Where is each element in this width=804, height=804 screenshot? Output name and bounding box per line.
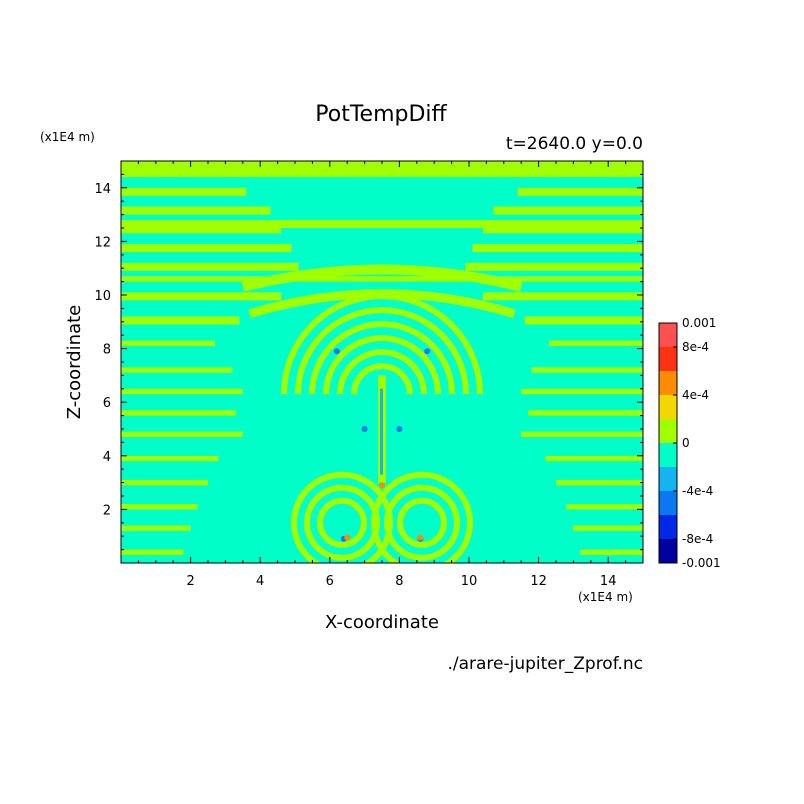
field-band <box>121 479 208 486</box>
y-axis-label: Z-coordinate <box>64 305 85 420</box>
colorbar: 0.001 8e-4 4e-4 0 -4e-4 -8e-4 -0.001 <box>658 316 721 570</box>
field-band <box>472 244 643 253</box>
x-tick-label: 4 <box>256 574 264 589</box>
colorbar-segment <box>659 443 677 467</box>
x-tick-label: 2 <box>186 574 194 589</box>
field-band <box>121 525 191 531</box>
field-spot <box>333 348 340 355</box>
field-band <box>121 549 184 555</box>
field-band <box>531 367 643 373</box>
field-arc <box>323 335 441 395</box>
y-tick-label: 4 <box>103 450 111 465</box>
y-tick-label: 2 <box>103 503 111 518</box>
field-band <box>121 206 271 215</box>
field-spot <box>344 534 351 541</box>
field-band <box>121 244 292 253</box>
field-arc <box>241 264 523 292</box>
field-band <box>121 367 233 373</box>
field-band <box>521 388 643 395</box>
chart-title: PotTempDiff <box>315 102 447 127</box>
colorbar-tick-label: -4e-4 <box>682 484 713 498</box>
field-band <box>121 455 219 462</box>
field-band <box>566 504 643 510</box>
field-band <box>121 316 240 325</box>
x-tick-label: 14 <box>600 574 617 589</box>
field-spot <box>396 426 403 432</box>
field-arc <box>309 321 455 395</box>
field-band <box>573 525 643 531</box>
colorbar-tick-label: 8e-4 <box>682 340 709 354</box>
field-band <box>121 410 236 416</box>
colorbar-segment <box>659 467 677 491</box>
field-band <box>556 479 643 486</box>
field-arc <box>295 307 469 395</box>
field-band <box>121 161 643 178</box>
field-band <box>524 316 643 325</box>
x-tick-label: 12 <box>530 574 547 589</box>
field-band <box>517 187 643 196</box>
field-ring <box>317 497 367 548</box>
x-axis-label: X-coordinate <box>325 612 439 633</box>
field-ring <box>384 484 460 561</box>
field-band <box>580 549 643 555</box>
y-tick-label: 6 <box>103 396 111 411</box>
colorbar-segment <box>659 395 677 419</box>
y-unit-label: (x1E4 m) <box>40 130 95 144</box>
field-band <box>465 262 643 271</box>
field-arc <box>281 293 483 395</box>
colorbar-segment <box>659 491 677 515</box>
field-spot <box>379 482 385 489</box>
field-ring <box>371 471 473 563</box>
colorbar-tick-label: -0.001 <box>682 556 721 570</box>
field-band <box>121 431 243 438</box>
colorbar-tick-label: 0.001 <box>682 316 716 330</box>
field-spot <box>417 534 424 541</box>
field-spot <box>424 348 431 355</box>
x-tick-label: 10 <box>461 574 478 589</box>
field-band <box>121 225 282 234</box>
field-band <box>121 219 643 228</box>
x-tick-label: 8 <box>395 574 403 589</box>
colorbar-segment <box>659 371 677 395</box>
field-band <box>521 431 643 438</box>
field-band <box>121 187 247 196</box>
field-band <box>121 262 299 271</box>
y-tick-label: 10 <box>94 289 111 304</box>
colorbar-segment <box>659 539 677 563</box>
field-band <box>528 410 643 416</box>
colorbar-tick-label: 0 <box>682 436 690 450</box>
field-band <box>121 276 643 282</box>
source-file-label: ./arare-jupiter_Zprof.nc <box>447 654 643 674</box>
field-band <box>121 340 215 346</box>
field-arc <box>337 349 427 395</box>
field-band <box>482 292 643 301</box>
field-band <box>545 455 643 462</box>
time-info-label: t=2640.0 y=0.0 <box>506 134 643 154</box>
field-spot <box>361 426 368 432</box>
colorbar-segment <box>659 347 677 371</box>
y-tick-label: 12 <box>94 235 111 250</box>
x-unit-label: (x1E4 m) <box>578 590 633 604</box>
field-band <box>493 206 643 215</box>
field-band <box>121 504 198 510</box>
x-tick-label: 6 <box>326 574 334 589</box>
plot-area: 2 4 6 8 10 12 14 2 4 6 8 10 12 14 <box>94 160 644 589</box>
field-band <box>121 388 243 395</box>
colorbar-tick-label: 4e-4 <box>682 388 709 402</box>
y-tick-label: 14 <box>94 182 111 197</box>
colorbar-tick-label: -8e-4 <box>682 532 713 546</box>
field-band <box>549 340 643 346</box>
field-arc <box>351 363 413 395</box>
field-band <box>121 292 282 301</box>
field-column-core <box>380 388 383 475</box>
field-ring <box>397 497 447 548</box>
field-pattern <box>121 161 643 563</box>
field-band <box>482 225 643 234</box>
colorbar-segment <box>659 323 677 347</box>
colorbar-segment <box>659 515 677 539</box>
y-tick-label: 8 <box>103 343 111 358</box>
colorbar-segment <box>659 419 677 443</box>
